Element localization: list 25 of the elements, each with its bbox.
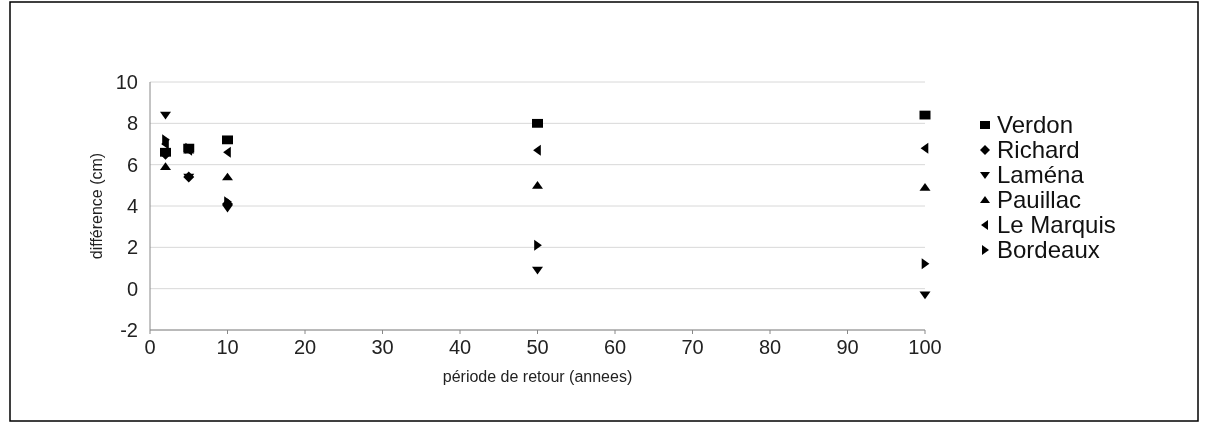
- y-tick-label: 10: [115, 71, 138, 93]
- legend-label: Pauillac: [997, 186, 1082, 213]
- x-axis-title: période de retour (annees): [442, 368, 633, 385]
- x-tick-label: 10: [216, 336, 239, 358]
- y-tick-label: 4: [126, 195, 138, 217]
- x-tick-label: 100: [908, 336, 942, 358]
- y-tick-label: 2: [126, 236, 138, 259]
- x-tick-label: 70: [681, 336, 704, 358]
- legend-label: Richard: [997, 136, 1080, 163]
- x-tick-label: 40: [448, 336, 472, 358]
- y-tick-label: 6: [126, 153, 138, 176]
- x-tick-label: 60: [603, 336, 627, 358]
- legend-label: Le Marquis: [997, 211, 1116, 238]
- legend-label: Verdon: [997, 111, 1074, 138]
- y-tick-label: 8: [126, 112, 138, 135]
- legend-label: Laména: [997, 161, 1085, 188]
- x-tick-label: 0: [144, 336, 156, 358]
- x-tick-label: 50: [526, 336, 549, 358]
- y-tick-label: 0: [126, 277, 138, 300]
- x-tick-label: 20: [293, 336, 317, 358]
- x-tick-label: 30: [371, 336, 394, 358]
- x-tick-label: 80: [758, 336, 782, 358]
- y-axis-title: différence (cm): [88, 152, 105, 260]
- y-tick-label: -2: [120, 319, 138, 341]
- x-tick-label: 90: [836, 336, 859, 358]
